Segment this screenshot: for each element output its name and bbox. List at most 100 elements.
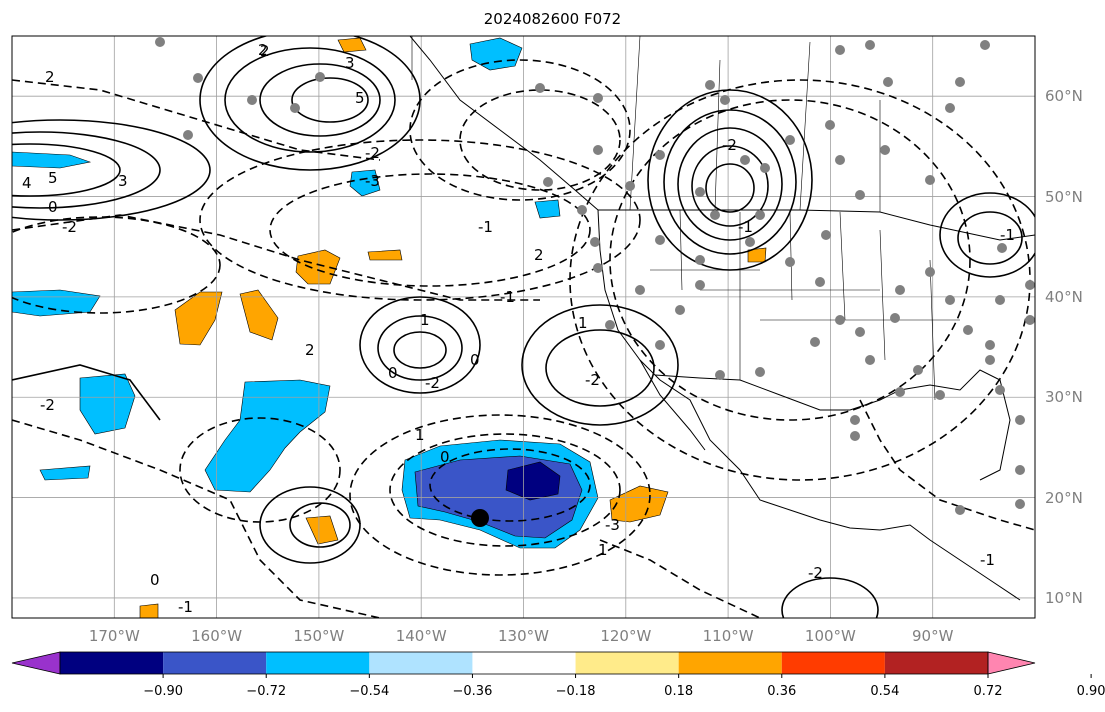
latitude-label: 30°N xyxy=(1045,388,1083,407)
contour-label: 2 xyxy=(534,246,544,264)
contour-label: 2 xyxy=(260,42,270,60)
colorbar-segment xyxy=(884,652,988,674)
longitude-label: 110°W xyxy=(702,627,754,645)
colorbar-tick-label: −0.54 xyxy=(349,684,390,699)
contour-label: 2 xyxy=(45,68,55,86)
station-dot xyxy=(865,40,875,50)
contour-high-central-1 xyxy=(359,296,481,394)
contour-south-mexico xyxy=(781,577,879,618)
station-dot xyxy=(720,95,730,105)
station-dot xyxy=(785,257,795,267)
station-dot xyxy=(985,340,995,350)
map-frame xyxy=(11,35,1036,619)
station-dot xyxy=(995,385,1005,395)
colorbar-segment xyxy=(781,652,885,674)
storm-marker xyxy=(471,509,489,527)
shade-navy-core xyxy=(505,461,561,501)
station-dot xyxy=(755,210,765,220)
contour-label: 1 xyxy=(578,314,588,332)
contour-label: 4 xyxy=(22,174,32,192)
station-dot xyxy=(655,150,665,160)
contour-subtropic-west xyxy=(12,364,161,421)
station-dot xyxy=(1015,465,1025,475)
station-dot xyxy=(850,431,860,441)
colorbar-frame xyxy=(59,651,989,675)
station-dot xyxy=(985,355,995,365)
station-dot xyxy=(290,103,300,113)
contour-label: -2 xyxy=(365,144,380,162)
station-dot xyxy=(593,93,603,103)
contour-low-pacific-2 xyxy=(269,173,591,287)
contour-label: 1 xyxy=(415,426,425,444)
shade-blue-gulf-alaska xyxy=(469,37,523,71)
station-dot xyxy=(935,390,945,400)
coast-gulf-mexico xyxy=(849,369,1011,481)
station-dot xyxy=(1025,315,1035,325)
station-dot xyxy=(655,340,665,350)
shade-blue-central xyxy=(79,373,136,435)
contour-high-east-2 xyxy=(957,211,1023,265)
contour-label: 3 xyxy=(345,54,355,72)
contour-label: 5 xyxy=(48,169,58,187)
colorbar-segment xyxy=(60,652,164,674)
colorbar-tick-label: 0.36 xyxy=(767,684,797,699)
longitude-label: 170°W xyxy=(88,627,140,645)
station-dot xyxy=(590,237,600,247)
station-dot xyxy=(577,205,587,215)
shade-blue-north-pacific xyxy=(12,151,92,169)
station-dot xyxy=(825,120,835,130)
station-dot xyxy=(543,177,553,187)
contour-high-north-2 xyxy=(224,47,396,153)
contour-high-east-pacific-2 xyxy=(545,329,655,407)
shade-orange-6 xyxy=(305,515,339,545)
station-dot xyxy=(193,73,203,83)
station-dot xyxy=(1015,415,1025,425)
state-lines xyxy=(650,209,960,401)
shade-blue-small-1 xyxy=(349,169,381,197)
colorbar-segment xyxy=(266,652,370,674)
contour-high-east-1 xyxy=(939,192,1035,278)
contour-label: -2 xyxy=(808,564,823,582)
colorbar-segment xyxy=(163,652,267,674)
contour-low-east-ring-2 xyxy=(609,99,971,421)
station-dot xyxy=(955,505,965,515)
latitude-label: 40°N xyxy=(1045,287,1083,306)
coast-alaska xyxy=(409,36,599,211)
station-dot xyxy=(675,305,685,315)
contour-high-rockies-3 xyxy=(677,127,783,241)
solid-contours xyxy=(12,36,1035,618)
contour-label: -1 xyxy=(980,551,995,569)
station-dot xyxy=(155,37,165,47)
contour-label: -2 xyxy=(585,371,600,389)
contour-dashed-4 xyxy=(859,399,1035,531)
station-dot xyxy=(835,315,845,325)
colorbar-segment xyxy=(678,652,782,674)
station-dot xyxy=(785,135,795,145)
contour-dashed-2 xyxy=(12,419,381,618)
colorbar xyxy=(11,651,1092,678)
longitude-label: 120°W xyxy=(600,627,652,645)
contour-high-north-4 xyxy=(291,77,369,123)
station-dot xyxy=(835,155,845,165)
station-dot xyxy=(913,365,923,375)
station-dot xyxy=(755,367,765,377)
station-dot xyxy=(695,187,705,197)
contour-label: -2 xyxy=(425,374,440,392)
station-dot xyxy=(315,72,325,82)
station-dot xyxy=(593,145,603,155)
figure-title: 2024082600 F072 xyxy=(483,10,622,28)
longitude-label: 140°W xyxy=(395,627,447,645)
station-dot xyxy=(895,387,905,397)
station-dot xyxy=(810,337,820,347)
colorbar-tick-label: −0.72 xyxy=(246,684,287,699)
longitude-label: 100°W xyxy=(804,627,856,645)
latitude-label: 60°N xyxy=(1045,87,1083,106)
contour-high-central-3 xyxy=(393,331,447,369)
shade-orange-9 xyxy=(139,603,159,618)
station-dot xyxy=(945,103,955,113)
contour-label: -1 xyxy=(1000,226,1015,244)
contour-high-rockies-2 xyxy=(663,109,797,255)
contour-label: -1 xyxy=(178,598,193,616)
colorbar-segment xyxy=(575,652,679,674)
contour-label: 1 xyxy=(598,541,608,559)
